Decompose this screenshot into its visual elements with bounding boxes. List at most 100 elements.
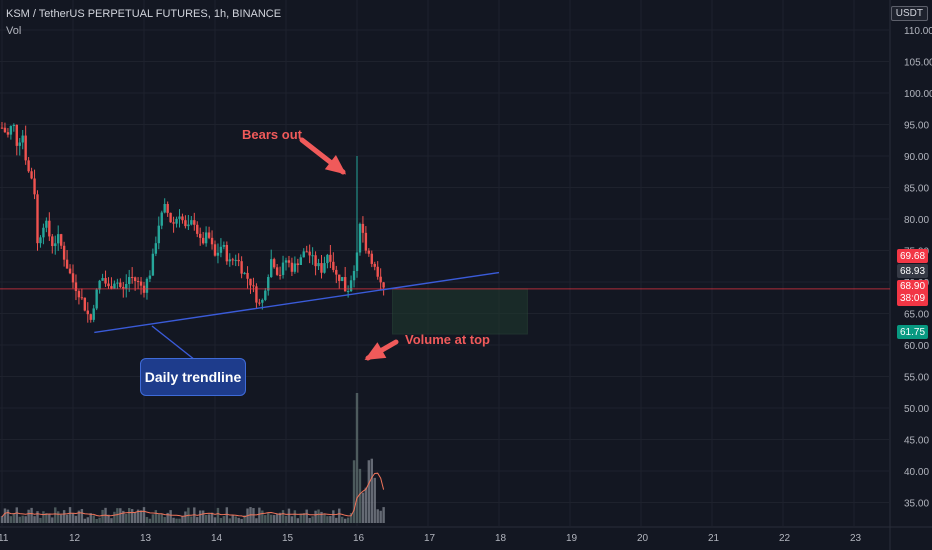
candle	[119, 282, 122, 287]
volume-bar	[228, 518, 231, 523]
candle	[27, 160, 30, 172]
volume-bar	[80, 509, 84, 523]
volume-bar	[89, 513, 92, 523]
volume-bar	[379, 510, 382, 523]
volume-bar	[210, 512, 214, 523]
volume-bar	[57, 511, 60, 523]
candle	[104, 278, 107, 284]
volume-bar	[62, 510, 66, 523]
volume-bar	[190, 516, 193, 523]
y-tick-label: 105.00	[904, 58, 932, 69]
volume-bar	[166, 512, 169, 523]
candle	[252, 285, 255, 287]
candle	[166, 204, 169, 213]
volume-bar	[355, 393, 359, 523]
volume-bar	[36, 511, 39, 523]
candle	[116, 282, 119, 284]
candle	[228, 259, 231, 262]
x-tick-label: 16	[353, 533, 365, 544]
volume-bar	[154, 510, 158, 523]
candle	[80, 297, 84, 299]
volume-bar	[98, 517, 101, 523]
candle	[308, 251, 311, 256]
volume-bar	[12, 513, 16, 523]
candle	[133, 277, 137, 282]
x-tick-label: 13	[140, 533, 152, 544]
volume-bar	[255, 518, 258, 523]
candle	[128, 277, 131, 284]
volume-bar	[373, 477, 376, 523]
y-tick-label: 60.00	[904, 341, 929, 352]
volume-bar	[160, 513, 163, 523]
candle	[367, 250, 371, 254]
volume-indicator-label[interactable]: Vol	[6, 25, 22, 37]
candle	[355, 252, 359, 271]
volume-bar	[237, 517, 240, 523]
volume-bar	[240, 518, 243, 523]
candle	[125, 283, 128, 289]
candle	[281, 262, 285, 275]
candle	[287, 260, 291, 263]
candle	[59, 234, 63, 246]
candle	[335, 269, 338, 275]
volume-bar	[272, 515, 276, 523]
volume-bar	[258, 507, 261, 523]
candle	[272, 259, 276, 268]
candle	[169, 212, 172, 223]
volume-bar	[231, 515, 234, 523]
last-price-value: 68.90	[899, 281, 926, 292]
candle	[341, 277, 344, 281]
candle	[42, 227, 45, 238]
candle	[237, 259, 240, 262]
volume-bar	[181, 516, 184, 523]
volume-bar	[284, 515, 288, 523]
y-tick-label: 45.00	[904, 436, 929, 447]
candle	[51, 236, 54, 247]
volume-bar	[6, 509, 10, 523]
candle	[370, 253, 373, 264]
candle	[352, 270, 356, 281]
candle	[376, 266, 379, 277]
volume-bar	[296, 518, 300, 523]
volume-bar	[201, 510, 205, 523]
volume-at-top-label: Volume at top	[405, 332, 490, 347]
volume-bar	[163, 517, 166, 523]
bar-countdown: 38:09	[899, 293, 926, 304]
candle	[323, 263, 326, 273]
x-tick-label: 11	[0, 533, 9, 544]
y-tick-label: 90.00	[904, 152, 929, 163]
volume-bar	[113, 511, 116, 523]
volume-bar	[77, 510, 81, 523]
volume-bar	[145, 516, 149, 523]
candle	[264, 290, 267, 300]
y-tick-label: 55.00	[904, 373, 929, 384]
candle	[222, 245, 226, 247]
candle	[329, 254, 332, 262]
candle	[270, 259, 273, 278]
candle	[243, 272, 246, 274]
x-tick-label: 20	[637, 533, 649, 544]
candle	[216, 252, 220, 256]
volume-bar	[128, 508, 131, 523]
target-box	[392, 288, 528, 335]
volume-bar	[343, 518, 347, 523]
volume-bar	[204, 514, 208, 523]
volume-bar	[267, 512, 270, 523]
candle	[204, 232, 208, 244]
currency-button[interactable]: USDT	[890, 6, 928, 21]
y-tick-label: 35.00	[904, 499, 929, 510]
candle	[210, 237, 214, 245]
volume-bar	[234, 516, 237, 523]
volume-bar	[68, 507, 72, 523]
candle	[299, 257, 302, 265]
candle	[361, 223, 365, 233]
volume-bar	[107, 514, 110, 523]
candle	[110, 286, 113, 289]
volume-bar	[219, 517, 223, 523]
candles	[0, 121, 385, 323]
candle	[193, 220, 196, 225]
candle	[219, 246, 223, 253]
candle	[151, 253, 155, 276]
candle	[130, 277, 134, 279]
